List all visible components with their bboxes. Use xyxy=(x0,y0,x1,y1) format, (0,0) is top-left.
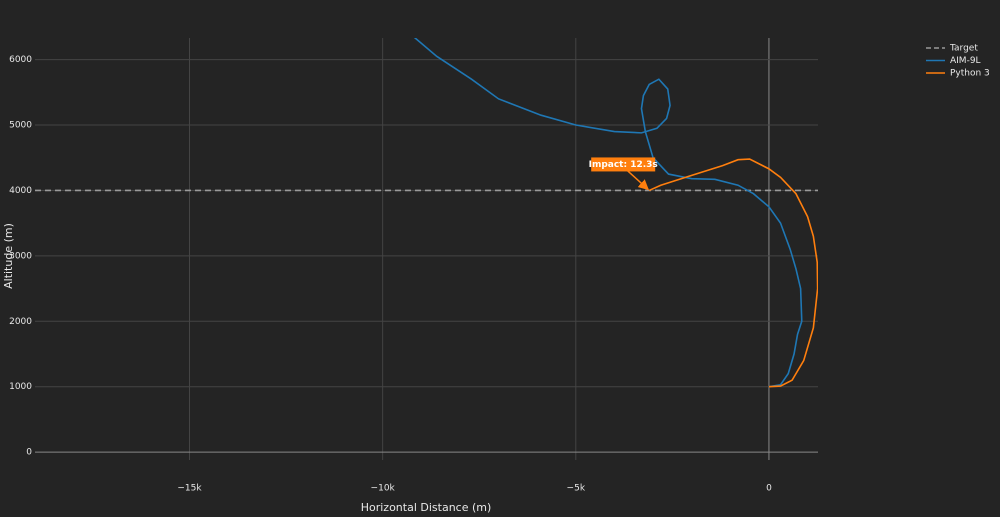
y-axis-title: Altitude (m) xyxy=(2,223,15,289)
y-tick-label: 6000 xyxy=(9,55,32,65)
annotation-arrow xyxy=(626,169,649,191)
legend-label: AIM-9L xyxy=(950,56,981,66)
legend-label: Python 3 xyxy=(950,69,990,79)
y-tick-label: 0 xyxy=(26,448,32,458)
annotation-text: Impact: 12.3s xyxy=(589,160,658,170)
series-line xyxy=(413,38,803,388)
x-tick-label: −15k xyxy=(177,484,202,494)
plot-area xyxy=(35,38,818,388)
y-tick-label: 1000 xyxy=(9,382,32,392)
x-tick-label: −10k xyxy=(371,484,396,494)
annotation-box xyxy=(591,157,656,172)
x-tick-label: −5k xyxy=(567,484,586,494)
series-line xyxy=(648,158,818,388)
y-tick-label: 3000 xyxy=(9,251,32,261)
y-tick-label: 2000 xyxy=(9,317,32,327)
y-tick-label: 5000 xyxy=(9,121,32,131)
y-tick-label: 4000 xyxy=(9,186,32,196)
x-tick-label: 0 xyxy=(766,484,772,494)
x-axis-title: Horizontal Distance (m) xyxy=(361,501,492,514)
legend-label: Target xyxy=(949,44,978,54)
